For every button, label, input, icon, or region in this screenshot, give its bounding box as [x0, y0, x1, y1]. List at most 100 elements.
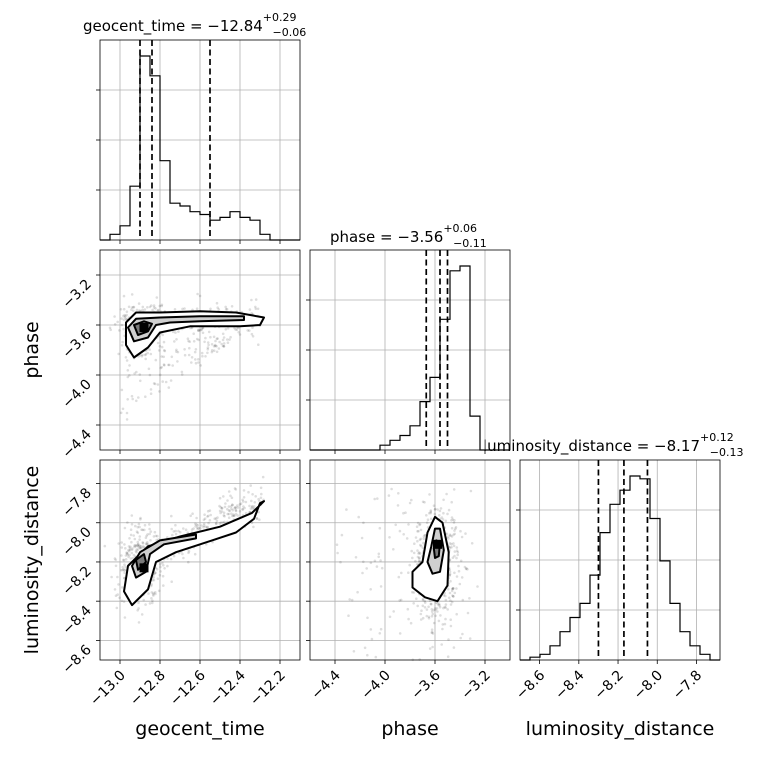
sample-point [201, 354, 204, 358]
sample-point [204, 355, 207, 358]
sample-point [149, 530, 153, 533]
sample-point [453, 529, 456, 532]
sample-point [153, 530, 157, 534]
sample-point [116, 575, 119, 579]
sample-point [128, 549, 131, 553]
sample-point [230, 305, 234, 308]
sample-point [150, 304, 153, 307]
sample-point [205, 526, 209, 530]
sample-point [436, 508, 439, 511]
sample-point [464, 567, 468, 571]
sample-point [194, 358, 197, 361]
sample-point [455, 546, 459, 549]
sample-point [119, 411, 123, 415]
sample-point [425, 521, 429, 524]
sample-point [221, 332, 225, 336]
sample-point [137, 542, 140, 546]
tick-label-x-phase-3: −3.2 [458, 668, 493, 703]
sample-point [223, 505, 227, 509]
sample-point [257, 497, 260, 501]
sample-point [128, 547, 132, 550]
tick-label-x-luminosity_distance-0: −8.6 [513, 667, 548, 702]
sample-point [421, 597, 425, 601]
sample-point [234, 328, 237, 331]
sample-point [377, 552, 381, 556]
sample-point [437, 603, 440, 607]
sample-point [169, 379, 173, 382]
sample-point [451, 518, 455, 521]
sample-point [226, 327, 230, 330]
sample-point [215, 337, 219, 341]
sample-point [197, 328, 200, 332]
sample-point [166, 536, 169, 539]
sample-point [339, 560, 342, 564]
sample-point [182, 556, 185, 560]
sample-point [187, 551, 190, 555]
sample-point [452, 542, 455, 545]
sample-point [206, 346, 210, 349]
sample-point [154, 591, 157, 594]
sample-point [113, 315, 116, 318]
sample-point [229, 335, 232, 339]
sample-point [434, 507, 437, 511]
sample-point [222, 514, 226, 517]
panel-phase-luminosity_distance [306, 459, 511, 664]
sample-point [140, 545, 143, 548]
sample-point [123, 526, 127, 530]
sample-point [140, 613, 144, 616]
sample-point [438, 509, 442, 513]
sample-point [133, 544, 136, 547]
sample-point [204, 336, 207, 340]
sample-point [208, 519, 212, 522]
sample-point [242, 496, 246, 499]
sample-point [212, 349, 216, 353]
sample-point [216, 337, 219, 340]
sample-point [138, 538, 141, 541]
sample-point [436, 602, 439, 605]
sample-point [429, 509, 433, 512]
sample-point [416, 539, 419, 543]
sample-point [206, 348, 210, 351]
sample-point [196, 528, 199, 531]
sample-point [190, 361, 193, 364]
tick-label-x-geocent_time-3: −12.4 [207, 667, 249, 709]
sample-point [138, 546, 141, 550]
sample-point [138, 373, 142, 376]
sample-point [191, 308, 194, 312]
sample-point [163, 349, 166, 352]
sample-point [156, 383, 160, 386]
sample-point [356, 590, 359, 594]
sample-point [144, 357, 147, 361]
sample-point [128, 537, 131, 540]
sample-point [432, 608, 436, 612]
sample-point [187, 560, 190, 564]
sample-point [140, 546, 143, 550]
sample-point [425, 608, 429, 611]
sample-point [141, 541, 145, 545]
sample-point [444, 606, 448, 609]
sample-point [237, 331, 240, 334]
sample-point [163, 567, 166, 570]
sample-point [175, 350, 178, 353]
sample-point [137, 396, 140, 399]
sample-point [446, 512, 449, 516]
sample-point [146, 306, 149, 309]
sample-point [213, 343, 217, 347]
tick-label-y-phase-3: −3.2 [59, 277, 94, 312]
sample-point [156, 534, 159, 538]
tick-label-y-luminosity_distance-1: −8.4 [59, 603, 94, 638]
sample-point [453, 554, 456, 558]
sample-point [448, 533, 452, 536]
sample-point [136, 540, 140, 544]
sample-point [182, 527, 185, 530]
sample-point [177, 529, 180, 533]
sample-point [444, 598, 448, 602]
sample-point [170, 355, 174, 359]
sample-point [148, 348, 151, 351]
sample-point [228, 509, 232, 513]
sample-point [180, 373, 184, 376]
panel-geocent_time-luminosity_distance [96, 459, 301, 664]
sample-point [452, 521, 456, 524]
tick-label-x-geocent_time-0: −13.0 [87, 668, 129, 710]
sample-point [147, 367, 151, 371]
